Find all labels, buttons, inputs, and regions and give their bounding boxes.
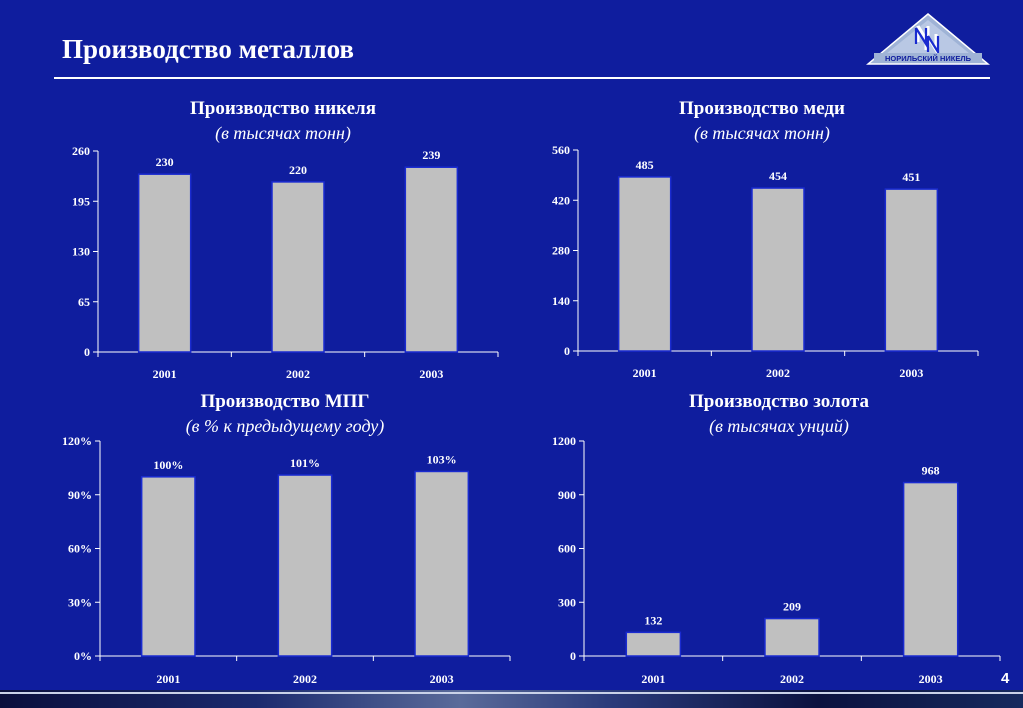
- bar: [137, 173, 192, 353]
- x-tick-label: 2001: [641, 672, 665, 686]
- copper-chart-title: Производство меди: [679, 98, 845, 119]
- bottom-decorative-band: [0, 690, 1023, 708]
- bar: [277, 474, 333, 657]
- nickel-chart-subtitle: (в тысячах тонн): [215, 123, 351, 143]
- title-divider: [54, 77, 990, 79]
- bar-value-label: 103%: [427, 452, 457, 466]
- x-tick-label: 2002: [766, 366, 790, 380]
- bar: [751, 187, 805, 352]
- y-tick-label: 300: [558, 595, 576, 609]
- y-tick-label: 420: [552, 193, 570, 207]
- y-tick-label: 90%: [68, 488, 92, 502]
- y-tick-label: 280: [552, 244, 570, 258]
- bar-value-label: 485: [636, 158, 654, 172]
- y-tick-label: 195: [72, 194, 90, 208]
- x-tick-label: 2001: [153, 367, 177, 381]
- x-tick-label: 2003: [899, 366, 923, 380]
- bar-value-label: 100%: [153, 458, 183, 472]
- y-tick-label: 900: [558, 488, 576, 502]
- x-tick-label: 2002: [286, 367, 310, 381]
- y-tick-label: 30%: [68, 595, 92, 609]
- bar: [140, 476, 196, 657]
- bar: [884, 188, 939, 352]
- x-tick-label: 2003: [430, 672, 454, 686]
- y-tick-label: 0: [84, 345, 90, 359]
- bar-value-label: 101%: [290, 456, 320, 470]
- gold-chart-title: Производство золота: [688, 391, 870, 412]
- bar-value-label: 454: [769, 169, 787, 183]
- pgm-chart-subtitle: (в % к предыдущему году): [185, 416, 385, 436]
- bottom-rule: [0, 692, 1023, 694]
- y-tick-label: 0%: [74, 649, 92, 663]
- y-tick-label: 140: [552, 294, 570, 308]
- bar: [902, 481, 959, 657]
- bar-value-label: 220: [289, 163, 307, 177]
- x-tick-label: 2002: [780, 672, 804, 686]
- nickel-chart-title: Производство никеля: [189, 98, 376, 119]
- x-tick-label: 2003: [919, 672, 943, 686]
- x-tick-label: 2003: [419, 367, 443, 381]
- y-tick-label: 130: [72, 245, 90, 259]
- bar-value-label: 451: [902, 170, 920, 184]
- bar: [764, 617, 820, 657]
- y-tick-label: 600: [558, 542, 576, 556]
- bar-value-label: 132: [644, 613, 662, 627]
- y-tick-label: 0: [570, 649, 576, 663]
- bar: [617, 176, 672, 352]
- x-tick-label: 2002: [293, 672, 317, 686]
- y-tick-label: 65: [78, 295, 90, 309]
- bar-value-label: 230: [156, 155, 174, 169]
- bar: [271, 181, 325, 353]
- y-tick-label: 260: [72, 144, 90, 158]
- bar-value-label: 968: [922, 464, 940, 478]
- x-tick-label: 2001: [156, 672, 180, 686]
- y-tick-label: 560: [552, 143, 570, 157]
- gold-chart-subtitle: (в тысячах унций): [709, 416, 849, 436]
- bar: [625, 631, 682, 657]
- logo-text: НОРИЛЬСКИЙ НИКЕЛЬ: [885, 54, 972, 63]
- bar-value-label: 239: [422, 148, 440, 162]
- bar-value-label: 209: [783, 600, 801, 614]
- y-tick-label: 60%: [68, 542, 92, 556]
- page-title: Производство металлов: [62, 34, 355, 64]
- y-tick-label: 1200: [552, 434, 576, 448]
- page-number: 4: [1001, 670, 1010, 687]
- pgm-chart-title: Производство МПГ: [200, 391, 370, 412]
- bar: [414, 470, 470, 657]
- y-tick-label: 120%: [62, 434, 92, 448]
- bar: [404, 166, 459, 353]
- copper-chart-subtitle: (в тысячах тонн): [694, 123, 830, 143]
- y-tick-label: 0: [564, 344, 570, 358]
- x-tick-label: 2001: [633, 366, 657, 380]
- company-logo: НОРИЛЬСКИЙ НИКЕЛЬ: [866, 13, 990, 65]
